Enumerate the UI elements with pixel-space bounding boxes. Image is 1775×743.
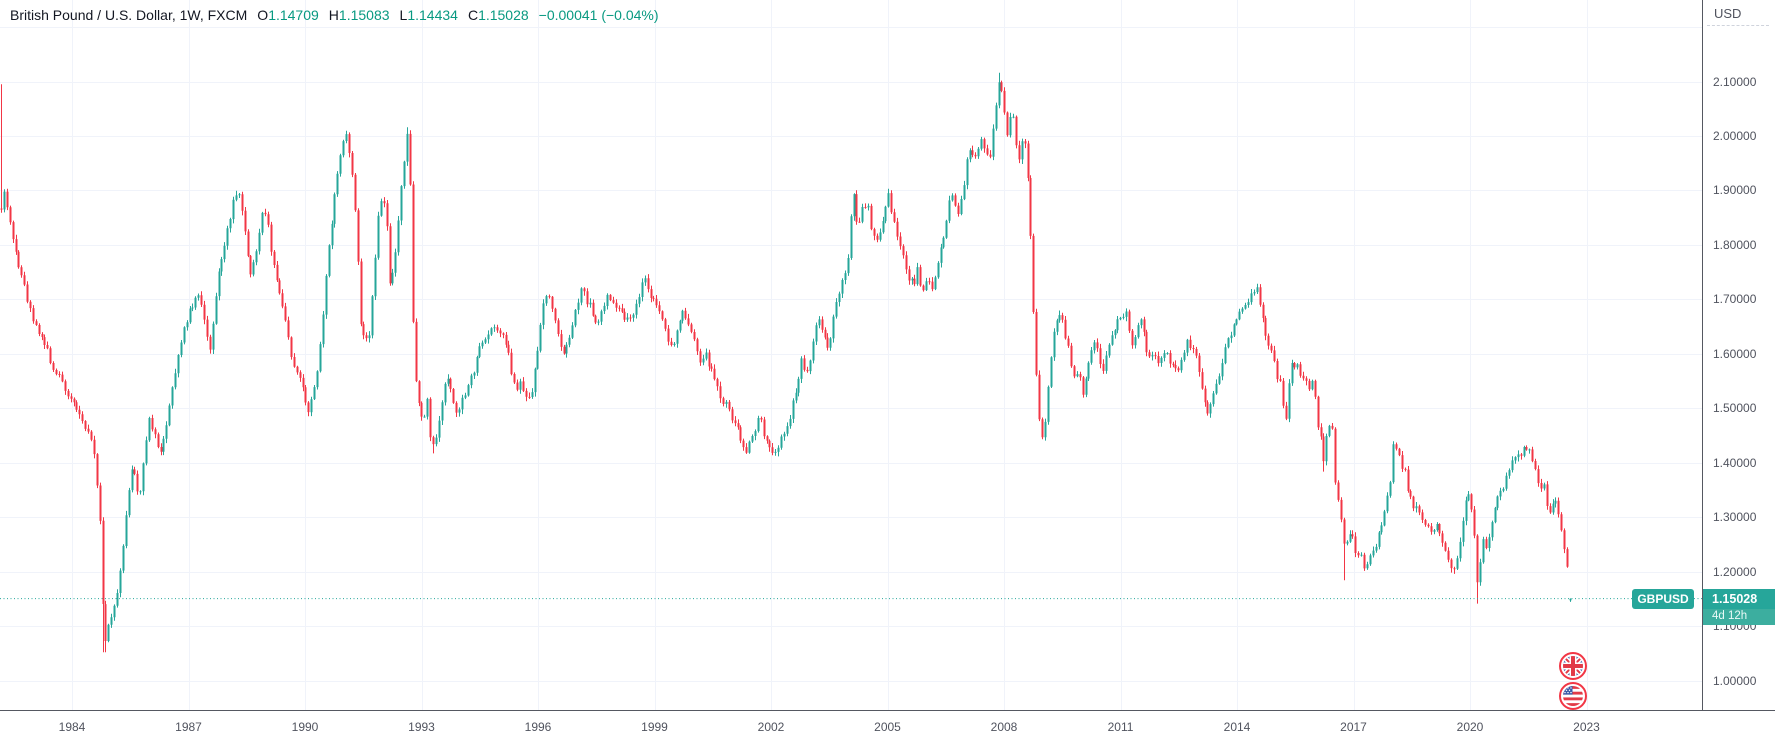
- axis-separator: [1707, 25, 1769, 26]
- price-tick-label: 1.90000: [1713, 183, 1757, 198]
- price-tick-label: 1.60000: [1713, 346, 1757, 361]
- year-tick-label: 2017: [1340, 720, 1367, 734]
- price-tick-label: 1.30000: [1713, 510, 1757, 525]
- year-tick-label: 2014: [1223, 720, 1251, 734]
- currency-label: USD: [1714, 6, 1742, 21]
- current-price-symbol-badge: GBPUSD: [1632, 588, 1694, 609]
- year-tick-label: 1984: [58, 720, 86, 734]
- price-tick-label: 1.70000: [1713, 292, 1757, 307]
- price-tick-label: 1.40000: [1713, 455, 1757, 470]
- price-tick-label: 2.00000: [1713, 129, 1757, 143]
- current-price-value: 1.15028: [1703, 588, 1775, 609]
- current-price-badge: 1.15028 4d 12h: [1703, 588, 1775, 625]
- usd-us-flag-icon: [1559, 682, 1587, 710]
- chart-legend: British Pound / U.S. Dollar, 1W, FXCM O …: [10, 7, 659, 23]
- ohlc-low: L 1.14434: [399, 7, 458, 23]
- year-tick-label: 1993: [408, 720, 435, 734]
- year-tick-label: 2002: [757, 720, 785, 734]
- year-tick-label: 1987: [175, 720, 202, 734]
- price-tick-label: 1.20000: [1713, 564, 1757, 579]
- price-tick-label: 1.80000: [1713, 237, 1757, 252]
- gbp-uk-flag-icon: [1559, 652, 1587, 680]
- price-tick-label: 1.50000: [1713, 401, 1757, 416]
- ohlc-high: H 1.15083: [328, 7, 390, 23]
- year-tick-label: 2023: [1573, 720, 1600, 734]
- year-tick-label: 1999: [641, 720, 668, 734]
- candlestick-chart[interactable]: [0, 0, 1703, 711]
- year-tick-label: 1990: [291, 720, 319, 734]
- time-axis[interactable]: 1984 1987 1990 1993 1996 1999 2002 2005 2008 2011…: [0, 710, 1775, 743]
- year-tick-label: 2011: [1107, 720, 1134, 734]
- price-axis[interactable]: USD 2.10000 2.00000 1.90000 1.80000 1.70000 1…: [1702, 0, 1775, 743]
- year-tick-label: 1996: [524, 720, 552, 734]
- symbol-title[interactable]: British Pound / U.S. Dollar, 1W, FXCM: [10, 7, 248, 23]
- price-tick-label: 1.00000: [1713, 673, 1757, 688]
- ohlc-close: C 1.15028: [467, 7, 529, 23]
- year-tick-label: 2005: [874, 720, 901, 734]
- price-tick-label: 2.10000: [1713, 74, 1757, 89]
- bar-countdown: 4d 12h: [1703, 608, 1775, 625]
- price-chart-canvas[interactable]: [0, 0, 1703, 711]
- year-tick-label: 2020: [1456, 720, 1484, 734]
- ohlc-open: O 1.14709: [257, 7, 319, 23]
- year-tick-label: 2008: [990, 720, 1018, 734]
- price-change: −0.00041 (−0.04%): [538, 7, 659, 23]
